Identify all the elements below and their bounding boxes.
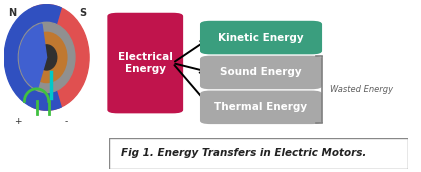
Text: Kinetic Energy: Kinetic Energy bbox=[218, 33, 304, 42]
Text: +: + bbox=[14, 117, 22, 126]
Circle shape bbox=[19, 22, 75, 93]
FancyBboxPatch shape bbox=[109, 138, 408, 169]
Wedge shape bbox=[32, 5, 89, 110]
FancyBboxPatch shape bbox=[200, 90, 322, 124]
Text: -: - bbox=[65, 117, 68, 126]
Text: Sound Energy: Sound Energy bbox=[220, 67, 302, 77]
Text: Fig 1. Energy Transfers in Electric Motors.: Fig 1. Energy Transfers in Electric Moto… bbox=[121, 148, 367, 158]
Circle shape bbox=[37, 45, 57, 70]
Circle shape bbox=[27, 32, 67, 83]
FancyBboxPatch shape bbox=[107, 13, 183, 113]
Wedge shape bbox=[19, 24, 47, 89]
FancyBboxPatch shape bbox=[200, 21, 322, 54]
Text: Thermal Energy: Thermal Energy bbox=[214, 102, 308, 112]
Text: Wasted Energy: Wasted Energy bbox=[330, 85, 393, 94]
Text: N: N bbox=[8, 8, 16, 18]
FancyBboxPatch shape bbox=[200, 56, 322, 89]
Text: S: S bbox=[79, 8, 86, 18]
Text: Electrical
Energy: Electrical Energy bbox=[118, 52, 173, 74]
Wedge shape bbox=[4, 5, 61, 110]
